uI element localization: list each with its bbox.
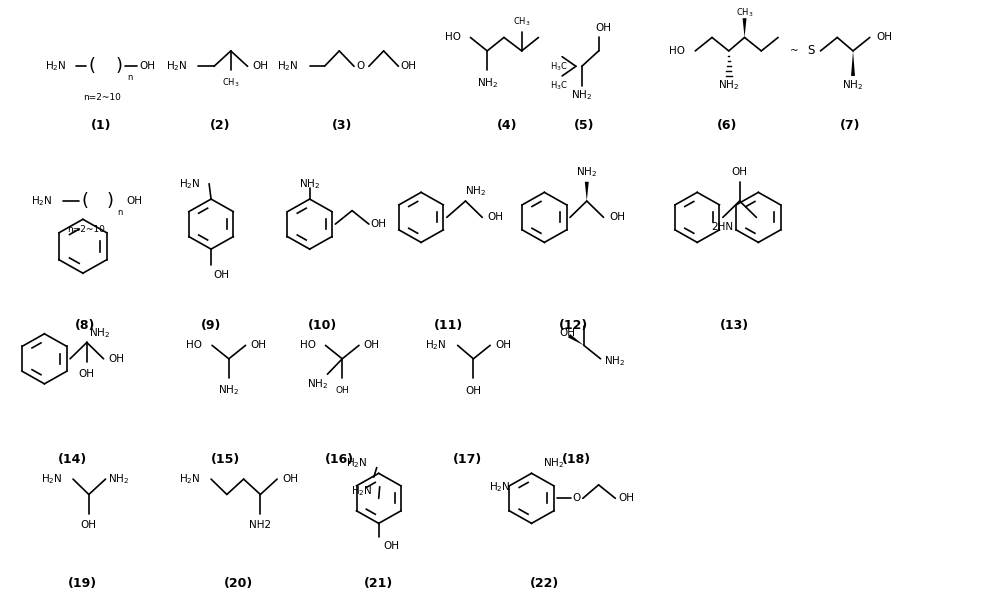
Text: OH: OH	[126, 196, 142, 206]
Text: OH: OH	[81, 520, 97, 530]
Text: NH$_2$: NH$_2$	[299, 177, 320, 190]
Text: CH$_3$: CH$_3$	[513, 16, 530, 28]
Text: (8): (8)	[75, 319, 95, 332]
Text: OH: OH	[495, 340, 511, 351]
Text: NH$_2$: NH$_2$	[218, 384, 239, 397]
Text: (13): (13)	[720, 319, 749, 332]
Text: NH$_2$: NH$_2$	[108, 472, 129, 486]
Text: OH: OH	[877, 33, 893, 42]
Text: (5): (5)	[574, 120, 594, 133]
Text: OH: OH	[250, 340, 266, 351]
Text: (7): (7)	[840, 120, 860, 133]
Text: NH$_2$: NH$_2$	[307, 377, 328, 391]
Text: (16): (16)	[325, 453, 354, 467]
Text: HO: HO	[445, 33, 461, 42]
Text: CH$_3$: CH$_3$	[222, 76, 240, 89]
Text: (21): (21)	[364, 577, 393, 589]
Text: HO: HO	[300, 340, 316, 351]
Text: ): )	[107, 192, 114, 210]
Text: (17): (17)	[453, 453, 482, 467]
Text: H$_2$N: H$_2$N	[45, 60, 67, 73]
Text: CH$_3$: CH$_3$	[736, 6, 753, 18]
Text: NH$_2$: NH$_2$	[89, 326, 110, 340]
Text: OH: OH	[400, 61, 416, 71]
Text: NH2: NH2	[249, 520, 271, 530]
Text: NH$_2$: NH$_2$	[718, 79, 739, 93]
Text: n=2~10: n=2~10	[67, 225, 105, 235]
Text: (3): (3)	[332, 120, 352, 133]
Text: S: S	[807, 44, 814, 58]
Text: OH: OH	[487, 212, 503, 222]
Polygon shape	[851, 51, 855, 76]
Text: (9): (9)	[201, 319, 221, 332]
Text: n: n	[128, 73, 133, 82]
Text: OH: OH	[364, 340, 380, 351]
Text: (: (	[81, 192, 88, 210]
Text: H$_2$N: H$_2$N	[41, 472, 62, 486]
Text: OH: OH	[213, 270, 229, 280]
Text: (2): (2)	[210, 120, 230, 133]
Text: H$_2$N: H$_2$N	[489, 480, 511, 494]
Text: (14): (14)	[57, 453, 87, 467]
Text: OH: OH	[559, 328, 575, 338]
Text: (22): (22)	[530, 577, 559, 589]
Polygon shape	[585, 182, 589, 201]
Text: OH: OH	[596, 23, 612, 33]
Text: OH: OH	[465, 386, 481, 395]
Text: H$_3$C: H$_3$C	[550, 79, 568, 92]
Text: ~: ~	[789, 46, 798, 56]
Text: NH$_2$: NH$_2$	[543, 456, 564, 470]
Text: NH$_2$: NH$_2$	[477, 76, 498, 90]
Text: H$_2$N: H$_2$N	[425, 338, 447, 352]
Text: H$_2$N: H$_2$N	[346, 456, 368, 470]
Text: (10): (10)	[308, 319, 337, 332]
Text: NH$_2$: NH$_2$	[465, 184, 486, 198]
Text: OH: OH	[139, 61, 155, 71]
Text: OH: OH	[609, 212, 625, 222]
Text: (19): (19)	[68, 577, 97, 589]
Text: OH: OH	[384, 542, 400, 551]
Text: O: O	[573, 493, 581, 503]
Text: H$_3$C: H$_3$C	[550, 60, 568, 72]
Text: NH$_2$: NH$_2$	[576, 165, 597, 179]
Text: (: (	[88, 57, 95, 76]
Text: OH: OH	[79, 369, 95, 379]
Text: OH: OH	[371, 219, 387, 229]
Text: (11): (11)	[434, 319, 463, 332]
Text: n=2~10: n=2~10	[83, 93, 121, 101]
Text: OH: OH	[732, 167, 748, 177]
Text: OH: OH	[618, 493, 634, 503]
Polygon shape	[568, 334, 584, 345]
Text: (20): (20)	[224, 577, 253, 589]
Text: HO: HO	[186, 340, 202, 351]
Text: O: O	[357, 61, 365, 71]
Text: (1): (1)	[91, 120, 112, 133]
Text: OH: OH	[252, 61, 268, 71]
Text: H$_2$N: H$_2$N	[179, 472, 200, 486]
Text: OH: OH	[108, 354, 124, 364]
Text: HO: HO	[670, 46, 686, 56]
Text: (12): (12)	[559, 319, 589, 332]
Text: H$_2$N: H$_2$N	[31, 194, 52, 208]
Text: H$_2$N: H$_2$N	[179, 177, 200, 190]
Text: (6): (6)	[717, 120, 737, 133]
Text: H$_2$N: H$_2$N	[351, 484, 373, 499]
Text: NH$_2$: NH$_2$	[842, 79, 864, 93]
Text: NH$_2$: NH$_2$	[601, 354, 625, 368]
Text: OH: OH	[335, 386, 349, 395]
Text: OH: OH	[282, 474, 298, 484]
Text: H$_2$N: H$_2$N	[277, 60, 299, 73]
Text: ): )	[116, 57, 123, 76]
Text: (18): (18)	[562, 453, 591, 467]
Polygon shape	[743, 18, 747, 37]
Text: (15): (15)	[211, 453, 240, 467]
Text: (4): (4)	[497, 120, 517, 133]
Text: NH$_2$: NH$_2$	[571, 88, 592, 102]
Text: n: n	[118, 208, 123, 217]
Text: 2HN: 2HN	[711, 222, 733, 232]
Text: H$_2$N: H$_2$N	[166, 60, 187, 73]
